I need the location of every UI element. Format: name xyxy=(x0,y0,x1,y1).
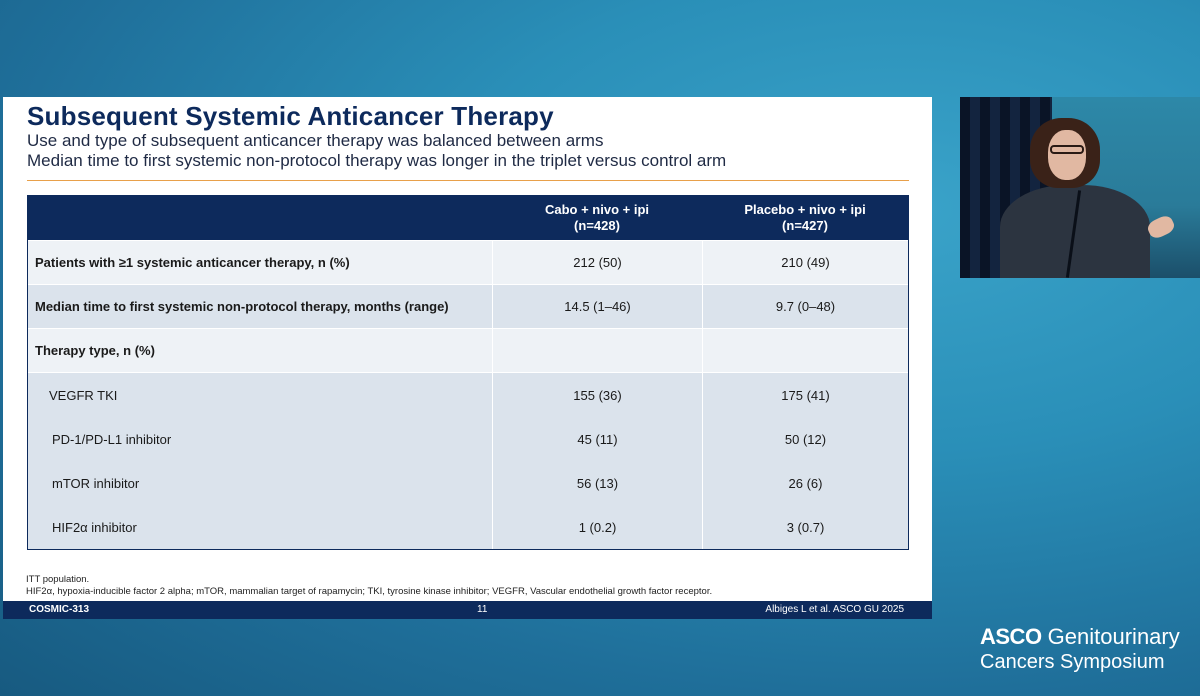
footer-study-name: COSMIC-313 xyxy=(29,604,90,615)
row-triplet-value: 155 (36) xyxy=(492,373,702,417)
slide-subtitle-line-2: Median time to first systemic non-protoc… xyxy=(27,151,727,170)
logo-line-2: Cancers Symposium xyxy=(980,651,1165,673)
row-triplet-value: 56 (13) xyxy=(492,461,702,505)
table-row: PD-1/PD-L1 inhibitor 45 (11) 50 (12) xyxy=(28,417,908,461)
header-triplet-n: (n=428) xyxy=(574,218,620,233)
row-control-value: 210 (49) xyxy=(702,241,908,284)
header-cell-triplet-arm: Cabo + nivo + ipi (n=428) xyxy=(492,196,702,240)
therapy-table: Cabo + nivo + ipi (n=428) Placebo + nivo… xyxy=(27,195,909,550)
table-row: HIF2α inhibitor 1 (0.2) 3 (0.7) xyxy=(28,505,908,549)
row-control-value: 50 (12) xyxy=(702,417,908,461)
footnote-abbreviations: HIF2α, hypoxia-inducible factor 2 alpha;… xyxy=(26,586,713,597)
header-cell-control-arm: Placebo + nivo + ipi (n=427) xyxy=(702,196,908,240)
row-label: HIF2α inhibitor xyxy=(52,519,137,535)
header-triplet-name: Cabo + nivo + ipi xyxy=(544,202,650,217)
logo-line-1: ASCO Genitourinary xyxy=(980,624,1180,650)
row-control-value: 3 (0.7) xyxy=(702,505,908,549)
table-row: Median time to first systemic non-protoc… xyxy=(28,285,908,329)
presentation-slide: Subsequent Systemic Anticancer Therapy U… xyxy=(3,97,932,619)
table-row: mTOR inhibitor 56 (13) 26 (6) xyxy=(28,461,908,505)
footer-citation: Albiges L et al. ASCO GU 2025 xyxy=(765,604,904,615)
row-triplet-value: 14.5 (1–46) xyxy=(492,285,702,328)
row-triplet-value: 212 (50) xyxy=(492,241,702,284)
logo-asco-word: ASCO xyxy=(980,624,1042,649)
slide-subtitle-line-1: Use and type of subsequent anticancer th… xyxy=(27,131,604,150)
speaker-glasses xyxy=(1050,145,1084,154)
header-cell-label xyxy=(28,196,492,240)
row-label: mTOR inhibitor xyxy=(52,475,140,491)
speaker-face xyxy=(1048,130,1086,180)
title-divider xyxy=(27,180,909,181)
row-control-value xyxy=(702,329,908,372)
row-label: Patients with ≥1 systemic anticancer the… xyxy=(35,255,350,270)
row-control-value: 175 (41) xyxy=(702,373,908,417)
row-label: Median time to first systemic non-protoc… xyxy=(35,299,449,314)
table-row: Therapy type, n (%) xyxy=(28,329,908,373)
row-triplet-value: 1 (0.2) xyxy=(492,505,702,549)
row-triplet-value: 45 (11) xyxy=(492,417,702,461)
logo-genitourinary-word: Genitourinary xyxy=(1041,624,1180,649)
table-row: Patients with ≥1 systemic anticancer the… xyxy=(28,241,908,285)
row-triplet-value xyxy=(492,329,702,372)
row-control-value: 9.7 (0–48) xyxy=(702,285,908,328)
header-control-name: Placebo + nivo + ipi xyxy=(744,202,866,217)
row-control-value: 26 (6) xyxy=(702,461,908,505)
row-label: VEGFR TKI xyxy=(49,387,118,403)
slide-footer: COSMIC-313 11 Albiges L et al. ASCO GU 2… xyxy=(3,601,932,619)
row-label: Therapy type, n (%) xyxy=(35,343,155,358)
footer-page-number: 11 xyxy=(477,604,488,615)
asco-gu-logo: ASCO Genitourinary Cancers Symposium xyxy=(980,624,1180,674)
footnote-population: ITT population. xyxy=(26,574,90,585)
table-header-row: Cabo + nivo + ipi (n=428) Placebo + nivo… xyxy=(28,196,908,241)
slide-title: Subsequent Systemic Anticancer Therapy xyxy=(27,101,554,131)
table-row: VEGFR TKI 155 (36) 175 (41) xyxy=(28,373,908,417)
header-control-n: (n=427) xyxy=(782,218,828,233)
row-label: PD-1/PD-L1 inhibitor xyxy=(52,431,172,447)
